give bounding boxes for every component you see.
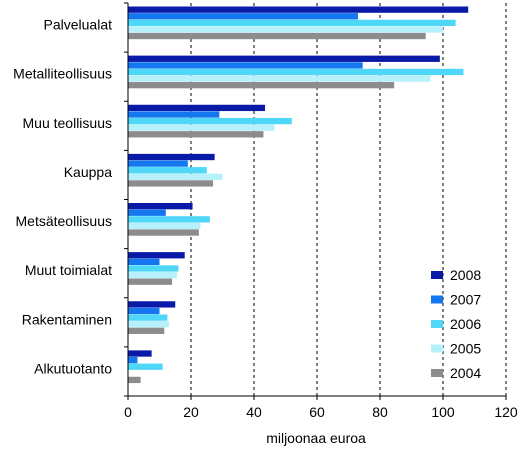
category-label-6: Rakentaminen <box>22 311 112 327</box>
bar-2008-1 <box>128 55 440 62</box>
bar-2005-3 <box>128 173 223 180</box>
bar-2006-3 <box>128 167 207 174</box>
bar-2004-7 <box>128 376 141 384</box>
bar-2004-0 <box>128 32 426 40</box>
bar-2005-4 <box>128 222 201 230</box>
category-label-3: Kauppa <box>64 164 112 180</box>
bar-2007-3 <box>128 160 188 167</box>
bar-2006-6 <box>128 314 168 321</box>
bar-2008-5 <box>128 252 185 259</box>
bar-2007-5 <box>128 258 160 266</box>
bars <box>128 6 469 384</box>
bar-2006-5 <box>128 265 179 272</box>
bar-2008-3 <box>128 153 215 161</box>
bar-2006-0 <box>128 19 456 26</box>
bar-2004-1 <box>128 82 395 89</box>
bar-2007-7 <box>128 356 138 364</box>
x-tick-label-0: 0 <box>124 404 132 420</box>
bar-2007-6 <box>128 307 160 315</box>
bar-2005-1 <box>128 75 431 82</box>
bar-2005-5 <box>128 271 177 279</box>
legend-swatch-2007 <box>431 295 443 304</box>
legend-label-2007: 2007 <box>450 292 481 308</box>
legend: 2008 2007 2006 2005 2004 <box>431 267 481 381</box>
bar-2006-4 <box>128 216 210 223</box>
bar-2005-6 <box>128 321 169 328</box>
legend-swatch-2004 <box>431 369 443 377</box>
bar-2008-0 <box>128 6 469 13</box>
bar-2004-6 <box>128 327 165 334</box>
category-label-0: Palvelualat <box>44 17 113 33</box>
gridlines <box>190 3 507 396</box>
bar-2004-3 <box>128 180 214 187</box>
legend-label-2008: 2008 <box>450 267 481 283</box>
x-tick-label-100: 100 <box>431 404 455 420</box>
bar-2007-1 <box>128 62 363 69</box>
bar-2006-1 <box>128 68 464 76</box>
legend-swatch-2006 <box>431 320 443 328</box>
bar-2008-7 <box>128 350 152 357</box>
x-tick-label-60: 60 <box>309 404 325 420</box>
bar-2007-4 <box>128 209 166 216</box>
bar-2007-0 <box>128 13 358 20</box>
category-label-2: Muu teollisuus <box>23 115 113 131</box>
bar-2005-0 <box>128 26 443 33</box>
category-label-4: Metsäteollisuus <box>16 213 113 229</box>
category-label-7: Alkutuotanto <box>34 360 112 376</box>
x-tick-label-80: 80 <box>372 404 388 420</box>
x-tick-labels: 0 20 40 60 80 100 120 <box>124 404 518 420</box>
x-axis-label: miljoonaa euroa <box>266 430 366 446</box>
bar-2008-6 <box>128 301 176 308</box>
legend-swatch-2008 <box>431 271 443 279</box>
legend-label-2005: 2005 <box>450 341 481 357</box>
category-label-1: Metalliteollisuus <box>13 66 112 82</box>
x-tick-label-40: 40 <box>246 404 262 420</box>
bar-2006-2 <box>128 117 292 125</box>
legend-label-2006: 2006 <box>450 316 481 332</box>
bar-2008-4 <box>128 203 193 210</box>
legend-swatch-2005 <box>431 344 443 353</box>
category-label-5: Muut toimialat <box>25 262 112 278</box>
bar-2004-5 <box>128 278 173 285</box>
category-labels: Palvelualat Metalliteollisuus Muu teollisu… <box>13 17 112 377</box>
bar-2008-2 <box>128 104 266 112</box>
bar-2007-2 <box>128 111 220 118</box>
axes <box>124 2 507 400</box>
legend-label-2004: 2004 <box>450 365 481 381</box>
bar-2004-2 <box>128 131 264 138</box>
x-tick-label-120: 120 <box>494 404 518 420</box>
bar-2005-2 <box>128 124 275 131</box>
x-tick-label-20: 20 <box>183 404 199 420</box>
bar-2004-4 <box>128 229 199 236</box>
bar-2006-7 <box>128 363 163 370</box>
